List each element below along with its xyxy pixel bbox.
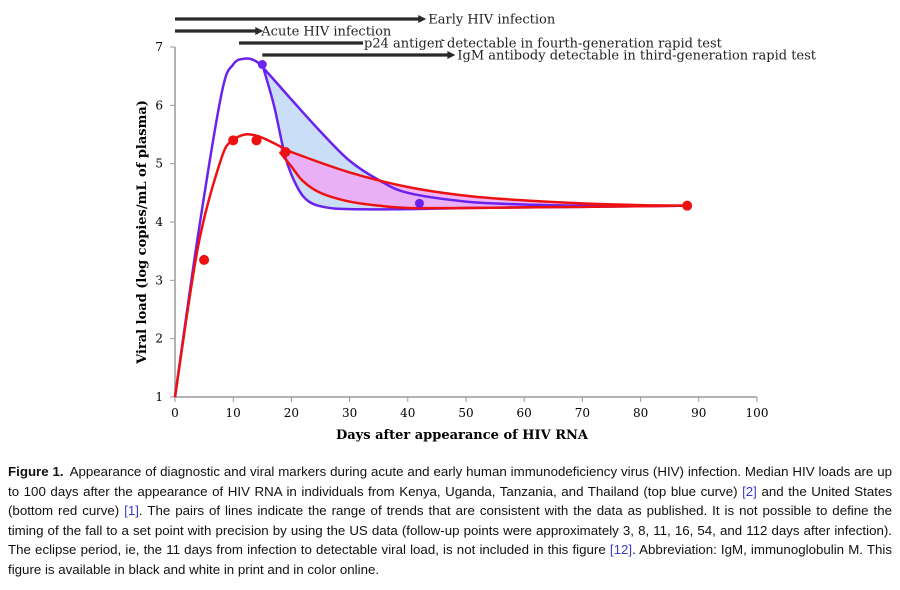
chart-axes: 0 10 20 30 40 50 60 70 80 90 100 1 2 3 4 5 6 7: [155, 40, 768, 420]
caption-text-1: Appearance of diagnostic and viral marke…: [8, 464, 892, 499]
x-tick-label: 80: [633, 406, 648, 420]
range-fills: [262, 64, 688, 210]
series-0-range-fill: [262, 64, 688, 210]
series-markers: [199, 60, 693, 265]
y-tick-label: 7: [155, 40, 163, 54]
caption-text-2: and the United States (bottom red curve): [8, 483, 892, 519]
timeline-arrows: Early HIV infection Acute HIV infectionp2…: [175, 13, 817, 64]
series-curves: [173, 57, 688, 398]
y-tick-label: 3: [155, 273, 163, 287]
series-1-upper-line: [173, 132, 688, 398]
x-tick-label: 10: [226, 406, 241, 420]
x-axis-title: Days after appearance of HIV RNA: [336, 428, 589, 443]
y-axis-title: Viral load (log copies/mL of plasma): [135, 100, 150, 365]
series-0-upper-line: [173, 57, 688, 398]
x-tick-label: 70: [575, 406, 590, 420]
series-1-data-point: [228, 135, 239, 146]
x-tick-label: 90: [691, 406, 706, 420]
x-tick-label: 50: [458, 406, 473, 420]
series-1-data-point: [251, 135, 262, 146]
y-tick-label: 1: [155, 390, 163, 404]
x-tick-label: 30: [342, 406, 357, 420]
timeline-0-label: Early HIV infection: [428, 13, 556, 28]
timeline-0-arrowhead: [418, 15, 427, 23]
x-tick-label: 60: [517, 406, 532, 420]
figure-caption: Figure 1. Appearance of diagnostic and vi…: [8, 462, 892, 580]
timeline-1-label: Acute HIV infection: [260, 25, 392, 40]
series-1-data-point: [280, 147, 291, 157]
timeline-1-arrowhead: [255, 27, 264, 35]
x-tick-label: 0: [171, 406, 179, 420]
series-1-lower-line: [278, 151, 688, 210]
series-1-data-point: [199, 254, 210, 265]
x-tick-label: 40: [400, 406, 415, 420]
timeline-3-arrowhead: [447, 51, 456, 59]
timeline-2-label: p24 antigen detectable in fourth-generat…: [364, 37, 723, 52]
reference-link-12[interactable]: [12]: [609, 542, 633, 558]
y-tick-label: 2: [155, 332, 163, 346]
caption-text-3: . The pairs of lines indicate the range …: [8, 503, 892, 558]
timeline-label-bg: [363, 41, 724, 46]
caption-text-4: . Abbreviation: IgM, immunoglobulin M. T…: [8, 542, 893, 577]
series-1-range-fill: [279, 146, 688, 209]
x-tick-label: 20: [284, 406, 299, 420]
series-0-data-point: [257, 60, 267, 69]
figure-label: Figure 1.: [8, 464, 64, 479]
y-tick-label: 4: [155, 215, 163, 229]
series-1-data-point: [682, 200, 693, 211]
series-0-data-point: [414, 198, 424, 208]
reference-link-2[interactable]: [2]: [742, 483, 757, 499]
x-tick-label: 100: [746, 406, 769, 420]
timeline-3-label: IgM antibody detectable in third-generat…: [457, 49, 816, 64]
viral-load-chart: 0 10 20 30 40 50 60 70 80 90 100 1 2 3 4 5 6 7 Early HIV …: [135, 13, 817, 444]
y-tick-label: 6: [155, 98, 163, 112]
reference-link-1[interactable]: [1]: [124, 503, 139, 519]
y-tick-label: 5: [155, 157, 163, 171]
